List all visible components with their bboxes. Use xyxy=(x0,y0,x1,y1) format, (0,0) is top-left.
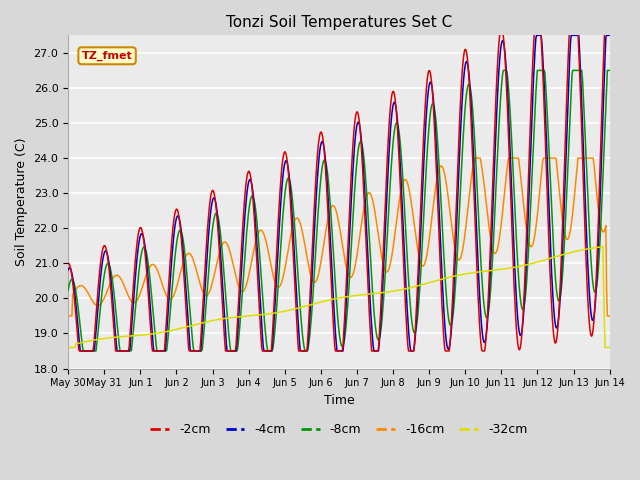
-2cm xyxy=(606,15,614,21)
-8cm xyxy=(421,186,429,192)
-4cm xyxy=(131,286,138,292)
-4cm xyxy=(76,348,84,354)
-32cm xyxy=(404,285,412,291)
-16cm xyxy=(606,313,614,319)
-2cm xyxy=(406,348,413,354)
-16cm xyxy=(74,284,82,290)
-4cm xyxy=(214,218,222,224)
-32cm xyxy=(213,317,221,323)
-4cm xyxy=(406,336,413,342)
-4cm xyxy=(532,33,540,38)
-4cm xyxy=(606,33,614,38)
-4cm xyxy=(74,324,82,329)
-16cm xyxy=(64,313,72,319)
Text: TZ_fmet: TZ_fmet xyxy=(82,51,132,61)
-2cm xyxy=(532,15,540,21)
-2cm xyxy=(421,104,429,110)
-16cm xyxy=(404,184,412,190)
-16cm xyxy=(185,251,193,256)
-8cm xyxy=(79,348,87,354)
-2cm xyxy=(131,269,138,275)
-8cm xyxy=(606,68,614,73)
-16cm xyxy=(213,258,221,264)
-8cm xyxy=(74,303,82,309)
-2cm xyxy=(64,261,72,266)
-16cm xyxy=(420,262,428,267)
-32cm xyxy=(185,324,193,329)
Line: -32cm: -32cm xyxy=(68,247,610,348)
-8cm xyxy=(500,68,508,73)
-32cm xyxy=(130,333,138,339)
-16cm xyxy=(130,300,138,306)
-32cm xyxy=(64,345,72,350)
Line: -2cm: -2cm xyxy=(68,18,610,351)
-2cm xyxy=(186,348,193,354)
-4cm xyxy=(421,133,429,139)
-8cm xyxy=(64,287,72,293)
-32cm xyxy=(74,340,82,346)
X-axis label: Time: Time xyxy=(323,394,355,407)
-32cm xyxy=(606,345,614,350)
-4cm xyxy=(186,337,193,343)
-4cm xyxy=(64,267,72,273)
Line: -4cm: -4cm xyxy=(68,36,610,351)
-2cm xyxy=(76,348,83,354)
-8cm xyxy=(406,289,413,295)
-32cm xyxy=(599,244,607,250)
Y-axis label: Soil Temperature (C): Soil Temperature (C) xyxy=(15,138,28,266)
-16cm xyxy=(471,155,479,161)
Title: Tonzi Soil Temperatures Set C: Tonzi Soil Temperatures Set C xyxy=(226,15,452,30)
Line: -8cm: -8cm xyxy=(68,71,610,351)
-2cm xyxy=(74,337,82,343)
-8cm xyxy=(131,316,138,322)
Legend: -2cm, -4cm, -8cm, -16cm, -32cm: -2cm, -4cm, -8cm, -16cm, -32cm xyxy=(145,418,532,441)
-32cm xyxy=(420,281,428,287)
-8cm xyxy=(186,301,193,307)
-8cm xyxy=(214,214,222,220)
Line: -16cm: -16cm xyxy=(68,158,610,316)
-2cm xyxy=(214,228,222,233)
